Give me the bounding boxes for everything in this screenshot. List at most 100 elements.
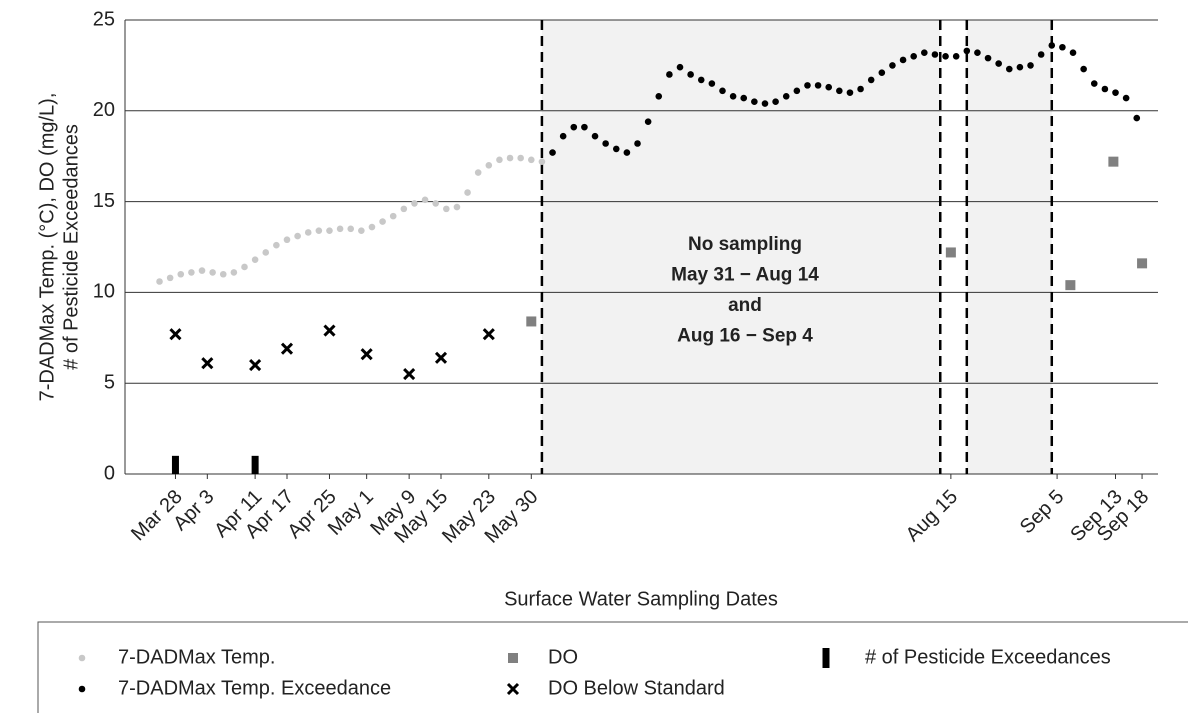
annotation: No sampling bbox=[688, 234, 802, 255]
data-point bbox=[347, 225, 355, 233]
legend-marker bbox=[508, 653, 518, 663]
legend-marker bbox=[506, 682, 520, 696]
data-point bbox=[1016, 63, 1024, 71]
data-point bbox=[602, 140, 609, 147]
annotation: Aug 16 − Sep 4 bbox=[677, 326, 813, 347]
data-point bbox=[804, 82, 811, 89]
data-point bbox=[1037, 51, 1045, 58]
data-point bbox=[434, 351, 448, 364]
y-tick-label: 10 bbox=[93, 281, 115, 303]
data-point bbox=[169, 328, 182, 341]
data-point bbox=[315, 227, 323, 234]
data-point bbox=[857, 85, 864, 93]
data-point bbox=[963, 47, 971, 55]
y-tick-label: 5 bbox=[104, 371, 115, 393]
y-tick-label: 15 bbox=[93, 190, 115, 212]
data-point bbox=[166, 274, 174, 282]
data-point bbox=[443, 205, 450, 213]
data-point bbox=[751, 98, 758, 106]
data-point bbox=[538, 158, 546, 165]
data-point bbox=[591, 132, 599, 140]
data-point bbox=[974, 49, 981, 56]
data-point bbox=[219, 270, 227, 278]
data-point bbox=[634, 140, 641, 147]
data-point bbox=[273, 241, 280, 249]
data-point bbox=[655, 92, 663, 100]
data-point bbox=[389, 212, 397, 220]
data-point bbox=[878, 69, 886, 76]
shaded-region bbox=[541, 20, 941, 474]
data-point bbox=[262, 249, 270, 256]
legend-marker bbox=[822, 648, 830, 668]
x-axis-label: Surface Water Sampling Dates bbox=[504, 588, 778, 610]
data-point bbox=[474, 169, 482, 176]
data-point bbox=[549, 149, 556, 156]
legend-box bbox=[37, 621, 1188, 713]
data-point bbox=[666, 71, 673, 78]
data-point bbox=[1005, 65, 1013, 73]
data-point bbox=[984, 54, 992, 62]
annotation: May 31 − Aug 14 bbox=[671, 265, 819, 286]
data-point bbox=[740, 94, 748, 102]
data-point bbox=[899, 56, 907, 64]
data-point bbox=[570, 123, 578, 131]
data-point bbox=[400, 205, 408, 213]
data-point bbox=[283, 236, 291, 244]
data-point bbox=[1122, 94, 1130, 102]
data-point bbox=[1137, 258, 1148, 269]
data-point bbox=[945, 247, 956, 258]
data-point bbox=[156, 278, 163, 285]
legend-label: # of Pesticide Exceedances bbox=[865, 646, 1111, 668]
data-point bbox=[910, 53, 917, 60]
data-point bbox=[453, 203, 461, 211]
data-point bbox=[485, 161, 493, 169]
data-point bbox=[772, 98, 779, 106]
data-point bbox=[526, 316, 537, 327]
data-point bbox=[326, 227, 333, 234]
data-point bbox=[1027, 62, 1034, 69]
data-point bbox=[995, 60, 1002, 67]
data-point bbox=[559, 132, 567, 140]
data-point bbox=[251, 256, 259, 264]
data-point bbox=[368, 223, 376, 231]
data-point bbox=[1048, 42, 1056, 49]
data-point bbox=[793, 87, 801, 95]
data-point bbox=[421, 196, 429, 204]
legend-label: DO Below Standard bbox=[548, 677, 725, 699]
data-point bbox=[1069, 49, 1077, 56]
data-point bbox=[201, 357, 214, 370]
data-point bbox=[836, 87, 843, 95]
data-point bbox=[676, 63, 684, 71]
data-point bbox=[687, 71, 694, 78]
data-point bbox=[209, 269, 216, 276]
data-point bbox=[1112, 89, 1119, 96]
data-point bbox=[708, 80, 716, 87]
data-point bbox=[719, 87, 726, 95]
x-tick-label: Sep 5 bbox=[1016, 486, 1069, 539]
data-point bbox=[1101, 85, 1109, 93]
y-tick-label: 20 bbox=[93, 99, 115, 121]
data-point bbox=[889, 62, 896, 69]
data-point bbox=[612, 145, 620, 153]
y-axis-label: # of Pesticide Exceedances bbox=[60, 124, 82, 370]
data-point bbox=[336, 225, 344, 233]
x-tick-label: Apr 25 bbox=[284, 486, 341, 543]
data-point bbox=[846, 89, 854, 96]
data-point bbox=[867, 76, 875, 84]
data-point bbox=[280, 342, 294, 355]
data-point bbox=[358, 227, 365, 234]
data-point bbox=[931, 51, 939, 58]
data-point bbox=[814, 82, 822, 89]
data-point bbox=[241, 263, 248, 271]
annotation: and bbox=[728, 295, 762, 316]
x-tick-label: Aug 15 bbox=[902, 486, 962, 546]
data-point bbox=[517, 154, 524, 162]
data-point bbox=[171, 455, 179, 474]
data-point bbox=[1133, 114, 1141, 122]
data-point bbox=[697, 76, 705, 84]
data-point bbox=[952, 53, 960, 60]
data-point bbox=[294, 232, 301, 240]
data-point bbox=[1065, 280, 1076, 291]
data-point bbox=[942, 53, 949, 60]
data-point bbox=[464, 189, 471, 196]
